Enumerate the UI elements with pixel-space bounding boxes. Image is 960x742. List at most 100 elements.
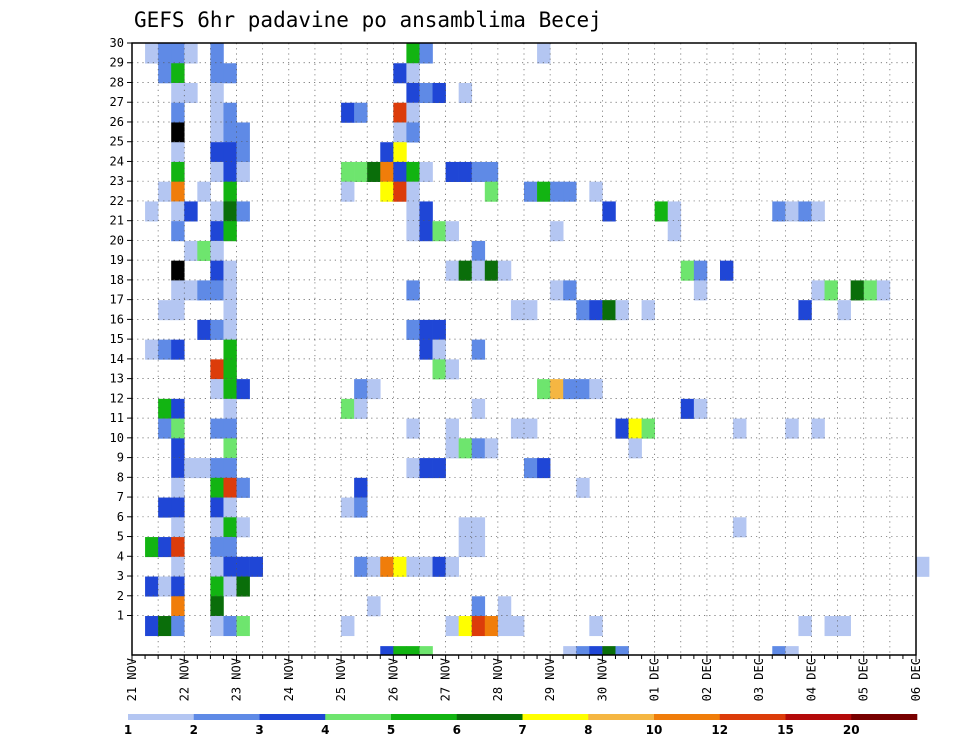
y-tick-label: 29 <box>110 56 124 70</box>
heatmap-cell <box>367 596 381 617</box>
heatmap-cell <box>197 240 211 261</box>
heatmap-cell <box>223 576 237 597</box>
heatmap-cell <box>171 556 185 577</box>
heatmap-cell <box>772 646 786 655</box>
heatmap-cell <box>432 556 446 577</box>
y-tick-label: 15 <box>110 332 124 346</box>
y-tick-label: 23 <box>110 174 124 188</box>
heatmap-cell <box>406 280 420 301</box>
heatmap-cell <box>393 142 407 163</box>
heatmap-cell <box>171 616 185 637</box>
heatmap-cell <box>524 300 538 321</box>
heatmap-cell <box>628 438 642 459</box>
heatmap-cell <box>654 201 669 222</box>
colorbar-swatch <box>128 714 195 720</box>
heatmap-cell <box>471 537 486 558</box>
heatmap-cell <box>236 379 250 400</box>
heatmap-cell <box>341 181 355 202</box>
heatmap-cell <box>171 576 185 597</box>
heatmap-cell <box>445 260 459 281</box>
y-tick-label: 13 <box>110 372 124 386</box>
heatmap-cell <box>223 359 237 380</box>
heatmap-cell <box>236 142 250 163</box>
heatmap-cell <box>197 280 211 301</box>
heatmap-cell <box>824 280 838 301</box>
heatmap-cell <box>367 379 381 400</box>
heatmap-cell <box>484 161 499 182</box>
heatmap-cell <box>223 221 237 242</box>
heatmap-cell <box>406 161 420 182</box>
heatmap-cell <box>184 82 198 104</box>
heatmap-cell <box>667 221 682 242</box>
heatmap-cell <box>576 300 590 321</box>
heatmap-cell <box>811 201 825 222</box>
heatmap-cell <box>171 142 185 163</box>
colorbar-label: 2 <box>190 723 198 737</box>
heatmap-cell <box>210 576 224 597</box>
heatmap-cell <box>236 616 250 637</box>
heatmap-cell <box>223 556 237 577</box>
colorbar-swatch <box>193 714 260 720</box>
heatmap-cell <box>432 221 446 242</box>
heatmap-cell <box>798 201 812 222</box>
heatmap-cell <box>850 280 865 301</box>
heatmap-cell <box>406 82 420 104</box>
grid-lines <box>132 42 916 655</box>
y-tick-label: 24 <box>110 154 124 168</box>
colorbar-swatch <box>719 714 786 720</box>
heatmap-cell <box>158 497 172 518</box>
heatmap-cell <box>419 82 433 104</box>
y-tick-label: 26 <box>110 115 124 129</box>
heatmap-cell <box>341 616 355 637</box>
heatmap-cell <box>876 280 891 301</box>
heatmap-cell <box>432 359 446 380</box>
heatmap-cell <box>171 181 185 202</box>
heatmap-cell <box>419 221 433 242</box>
heatmap-cell <box>484 181 499 202</box>
heatmap-cell <box>837 300 851 321</box>
y-tick-label: 12 <box>110 391 124 405</box>
heatmap-cell <box>171 537 185 558</box>
heatmap-cell <box>210 537 224 558</box>
heatmap-cell <box>223 537 237 558</box>
colorbar-swatch <box>654 714 721 720</box>
colorbar-label: 6 <box>453 723 461 737</box>
x-tick-label: 06 DEC <box>909 658 923 701</box>
heatmap-cell <box>171 517 185 538</box>
heatmap-cell <box>210 556 224 577</box>
heatmap-cell <box>641 418 655 439</box>
heatmap-cell <box>158 43 172 64</box>
heatmap-cell <box>563 280 577 301</box>
heatmap-cell <box>171 280 185 301</box>
heatmap-cell <box>445 359 459 380</box>
y-tick-label: 4 <box>117 549 124 563</box>
heatmap-cell <box>537 43 551 64</box>
heatmap-cell <box>471 596 486 617</box>
heatmap-cell <box>210 221 224 242</box>
x-axis-ticks: 21 NOV 22 NOV 23 NOV 24 NOV 25 NOV 26 NOV 27 N… <box>125 655 923 701</box>
heatmap-cell <box>367 556 381 577</box>
y-tick-label: 9 <box>117 451 124 465</box>
heatmap-cell <box>406 122 420 143</box>
heatmap-cell <box>445 438 459 459</box>
y-tick-label: 20 <box>110 233 124 247</box>
heatmap-cell <box>537 379 551 400</box>
heatmap-cell <box>589 379 603 400</box>
heatmap-cell <box>524 458 538 479</box>
heatmap-cell <box>210 477 224 498</box>
colorbar-label: 3 <box>255 723 263 737</box>
heatmap-cell <box>184 240 198 261</box>
heatmap-cell <box>210 240 224 261</box>
heatmap-cell <box>667 201 682 222</box>
heatmap-cell <box>223 63 237 84</box>
heatmap-cell <box>210 161 224 182</box>
heatmap-cell <box>210 458 224 479</box>
heatmap-cell <box>354 398 368 419</box>
heatmap-cell <box>550 379 564 400</box>
x-tick-label: 25 NOV <box>334 658 348 701</box>
heatmap-cell <box>171 82 185 104</box>
heatmap-cell <box>458 161 473 182</box>
x-tick-label: 05 DEC <box>857 658 871 701</box>
heatmap-cell <box>563 646 577 655</box>
